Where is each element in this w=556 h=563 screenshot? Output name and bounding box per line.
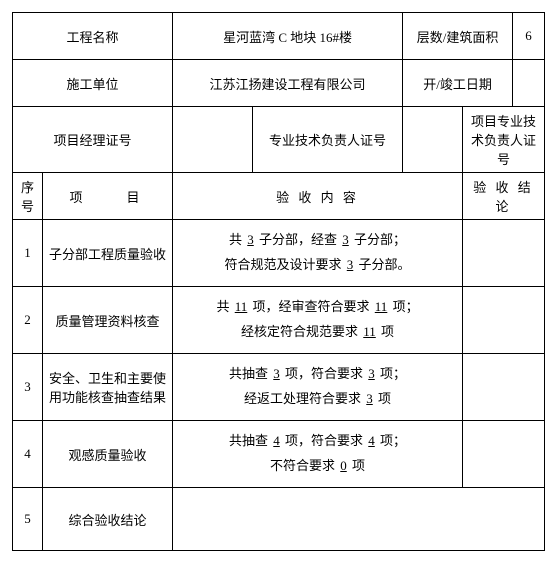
row-seq: 5 (13, 488, 43, 551)
row-content: 共抽查 3 项，符合要求 3 项； 经返工处理符合要求 3 项 (173, 354, 463, 421)
row-content: 共 3 子分部，经查 3 子分部； 符合规范及设计要求 3 子分部。 (173, 220, 463, 287)
row-conclusion (463, 354, 545, 421)
project-name-label: 工程名称 (13, 13, 173, 60)
project-name-value: 星河蓝湾 C 地块 16#楼 (173, 13, 403, 60)
col-item: 项 目 (43, 173, 173, 220)
row-item: 质量管理资料核查 (43, 287, 173, 354)
row-seq: 3 (13, 354, 43, 421)
pm-cert-label: 项目经理证号 (13, 107, 173, 173)
proj-tech-lead-cert-label: 项目专业技术负责人证号 (463, 107, 545, 173)
contractor-label: 施工单位 (13, 60, 173, 107)
row-item: 观感质量验收 (43, 421, 173, 488)
row-content: 共 11 项，经审查符合要求 11 项； 经核定符合规范要求 11 项 (173, 287, 463, 354)
floor-area-label: 层数/建筑面积 (403, 13, 513, 60)
row-content: 共抽查 4 项，符合要求 4 项； 不符合要求 0 项 (173, 421, 463, 488)
row-item: 综合验收结论 (43, 488, 173, 551)
row-conclusion (463, 421, 545, 488)
completion-date-label: 开/竣工日期 (403, 60, 513, 107)
completion-date-value (513, 60, 545, 107)
inspection-table: 工程名称 星河蓝湾 C 地块 16#楼 层数/建筑面积 6 施工单位 江苏江扬建… (12, 12, 545, 551)
col-conclusion: 验 收 结 论 (463, 173, 545, 220)
pm-cert-value (173, 107, 253, 173)
tech-lead-cert-label: 专业技术负责人证号 (253, 107, 403, 173)
row-item: 子分部工程质量验收 (43, 220, 173, 287)
floor-count: 6 (513, 13, 545, 60)
col-content: 验 收 内 容 (173, 173, 463, 220)
row-seq: 2 (13, 287, 43, 354)
row-item: 安全、卫生和主要使用功能核查抽查结果 (43, 354, 173, 421)
row-conclusion (463, 287, 545, 354)
col-seq: 序号 (13, 173, 43, 220)
row-content (173, 488, 545, 551)
contractor-value: 江苏江扬建设工程有限公司 (173, 60, 403, 107)
row-conclusion (463, 220, 545, 287)
tech-lead-cert-value (403, 107, 463, 173)
row-seq: 1 (13, 220, 43, 287)
row-seq: 4 (13, 421, 43, 488)
